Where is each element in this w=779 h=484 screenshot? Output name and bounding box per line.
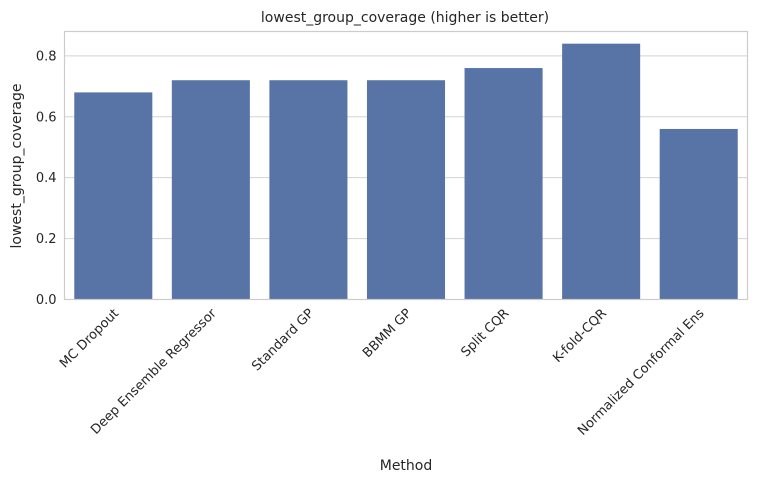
x-tick-label: BBMM GP <box>360 306 415 361</box>
x-tick-label: Split CQR <box>458 306 512 360</box>
y-tick-label: 0.0 <box>36 293 57 308</box>
bar <box>366 80 446 300</box>
y-tick-label: 0.6 <box>36 110 57 125</box>
bar <box>464 68 543 300</box>
chart-title: lowest_group_coverage (higher is better) <box>261 10 549 26</box>
bar <box>74 92 153 300</box>
y-tick-label: 0.8 <box>36 49 57 64</box>
x-axis-label: Method <box>380 458 433 474</box>
y-tick-label: 0.2 <box>36 232 57 247</box>
x-tick-label: MC Dropout <box>57 306 122 371</box>
bars <box>74 43 738 300</box>
bar <box>562 43 641 300</box>
plot-frame <box>63 30 749 301</box>
bar <box>269 80 348 300</box>
bar <box>659 128 738 300</box>
y-axis-label: lowest_group_coverage <box>9 84 25 249</box>
y-axis-ticks: 0.0 0.2 0.4 0.6 0.8 <box>36 49 57 308</box>
x-tick-label: K-fold-CQR <box>550 306 610 366</box>
y-tick-label: 0.4 <box>36 171 57 186</box>
x-tick-label: Standard GP <box>249 306 317 374</box>
bar <box>171 80 250 300</box>
